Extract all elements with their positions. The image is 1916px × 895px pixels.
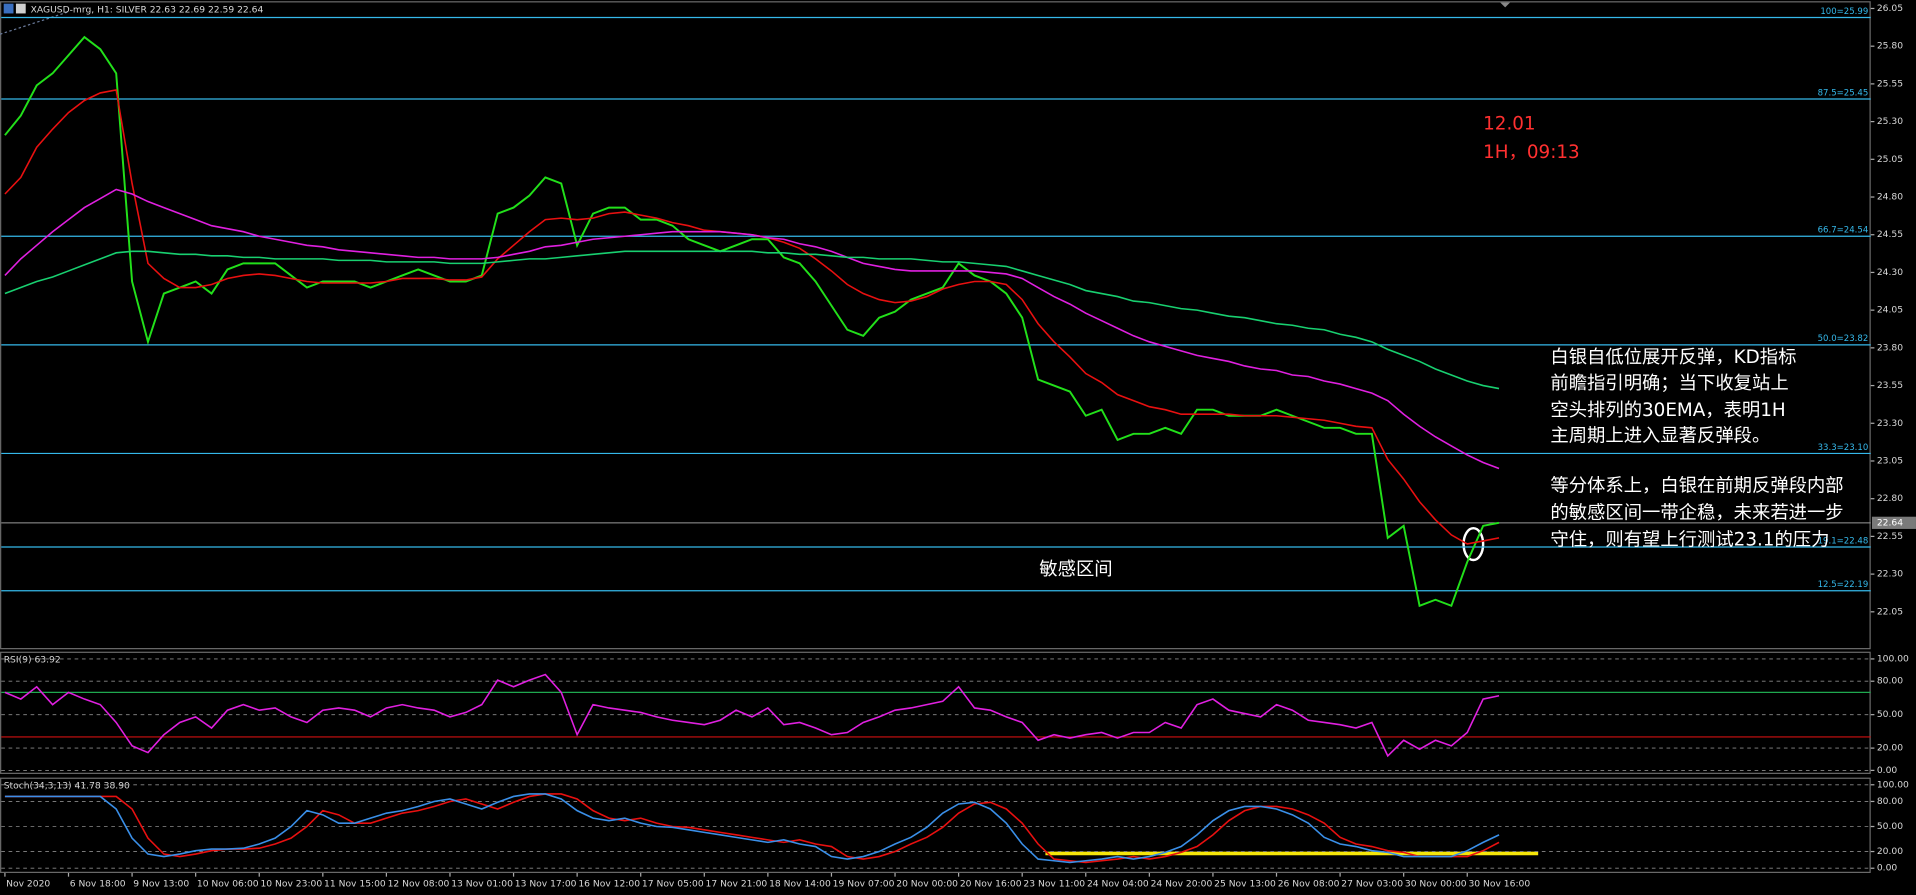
x-tick-label: 17 Nov 05:00 [642, 878, 704, 889]
y-tick-label: 26.05 [1877, 3, 1903, 14]
y-tick-label: 23.55 [1877, 380, 1903, 391]
panel-title: RSI(9) 63.92 [4, 655, 61, 666]
x-tick-label: 25 Nov 13:00 [1214, 878, 1276, 889]
y-tick-label: 25.80 [1877, 41, 1903, 52]
last-price-box [1871, 516, 1916, 529]
level-label: 87.5=25.45 [1818, 88, 1869, 98]
y-tick-label: 25.55 [1877, 78, 1903, 89]
panel-title: XAGUSD-mrg, H1: SILVER 22.63 22.69 22.59… [31, 4, 264, 15]
trend-line [0, 11, 68, 35]
series-line [4, 793, 1500, 864]
y-tick-label: 25.30 [1877, 116, 1903, 127]
y-tick-label: 22.30 [1877, 569, 1903, 580]
level-label: 33.3=23.10 [1818, 443, 1869, 453]
level-label: 12.5=22.19 [1818, 580, 1869, 590]
y-tick-label: 22.05 [1877, 606, 1903, 617]
shift-marker [1500, 2, 1511, 8]
y-tick-label: 24.55 [1877, 229, 1903, 240]
annotation: 1H，09:13 [1483, 142, 1580, 163]
x-tick-label: 27 Nov 03:00 [1341, 878, 1403, 889]
x-tick-label: 13 Nov 17:00 [515, 878, 577, 889]
annotation: 空头排列的30EMA，表明1H [1550, 400, 1785, 421]
x-tick-label: 6 Nov 18:00 [70, 878, 126, 889]
annotation: 白银自低位展开反弹，KD指标 [1550, 347, 1796, 368]
window-icon [3, 3, 14, 14]
y-tick-label: 0.00 [1877, 765, 1898, 776]
panel-title: Stoch(34,3,13) 41.78 38.90 [4, 781, 130, 792]
y-tick-label: 50.00 [1877, 821, 1903, 832]
x-tick-label: 24 Nov 20:00 [1151, 878, 1213, 889]
annotation: 守住，则有望上行测试23.1的压力 [1550, 529, 1829, 550]
x-tick-label: 10 Nov 06:00 [197, 878, 259, 889]
x-tick-label: 9 Nov 13:00 [133, 878, 189, 889]
annotation: 前瞻指引明确；当下收复站上 [1550, 373, 1788, 394]
x-tick-label: 20 Nov 16:00 [960, 878, 1022, 889]
y-tick-label: 23.05 [1877, 455, 1903, 466]
series-line [4, 673, 1500, 758]
y-tick-label: 100.00 [1877, 779, 1909, 790]
x-tick-label: 30 Nov 16:00 [1468, 878, 1530, 889]
x-tick-label: 11 Nov 15:00 [324, 878, 386, 889]
y-tick-label: 22.80 [1877, 493, 1903, 504]
y-tick-label: 50.00 [1877, 709, 1903, 720]
y-tick-label: 20.00 [1877, 743, 1903, 754]
annotation: 主周期上进入显著反弹段。 [1550, 425, 1770, 446]
annotation: 敏感区间 [1039, 559, 1112, 580]
price-panel-frame [0, 1, 1871, 650]
stoch-panel-frame [0, 777, 1871, 873]
level-label: 100=25.99 [1820, 7, 1868, 17]
y-tick-label: 100.00 [1877, 653, 1909, 664]
annotation: 的敏感区间一带企稳，未来若进一步 [1550, 503, 1843, 524]
annotation: 12.01 [1483, 114, 1535, 135]
x-tick-label: 20 Nov 00:00 [896, 878, 958, 889]
x-tick-label: Nov 2020 [6, 878, 50, 889]
level-label: 19.1=22.48 [1818, 536, 1869, 546]
rsi-panel-frame [0, 651, 1871, 774]
window-icon [15, 3, 26, 14]
x-tick-label: 26 Nov 08:00 [1278, 878, 1340, 889]
y-tick-label: 24.80 [1877, 192, 1903, 203]
level-label: 66.7=24.54 [1818, 226, 1869, 236]
highlight-circle [1462, 526, 1485, 562]
x-tick-label: 30 Nov 00:00 [1405, 878, 1467, 889]
x-tick-label: 10 Nov 23:00 [260, 878, 322, 889]
y-tick-label: 80.00 [1877, 676, 1903, 687]
annotation: 等分体系上，白银在前期反弹段内部 [1550, 476, 1843, 497]
x-tick-label: 19 Nov 07:00 [833, 878, 895, 889]
y-tick-label: 24.05 [1877, 305, 1903, 316]
y-tick-label: 20.00 [1877, 846, 1903, 857]
y-tick-label: 24.30 [1877, 267, 1903, 278]
y-tick-label: 22.55 [1877, 531, 1903, 542]
x-tick-label: 18 Nov 14:00 [769, 878, 831, 889]
y-tick-label: 0.00 [1877, 863, 1898, 874]
x-tick-label: 23 Nov 11:00 [1023, 878, 1085, 889]
x-tick-label: 16 Nov 12:00 [578, 878, 640, 889]
y-tick-label: 25.05 [1877, 154, 1903, 165]
y-tick-label: 23.30 [1877, 418, 1903, 429]
series-line [4, 250, 1500, 390]
series-line [4, 793, 1500, 864]
x-tick-label: 13 Nov 01:00 [451, 878, 513, 889]
level-label: 50.0=23.82 [1818, 334, 1869, 344]
y-tick-label: 23.80 [1877, 342, 1903, 353]
series-line [4, 188, 1500, 470]
y-tick-label: 80.00 [1877, 796, 1903, 807]
x-tick-label: 24 Nov 04:00 [1087, 878, 1149, 889]
last-price-label: 22.64 [1877, 517, 1903, 528]
x-tick-label: 12 Nov 08:00 [388, 878, 450, 889]
x-tick-label: 17 Nov 21:00 [706, 878, 768, 889]
